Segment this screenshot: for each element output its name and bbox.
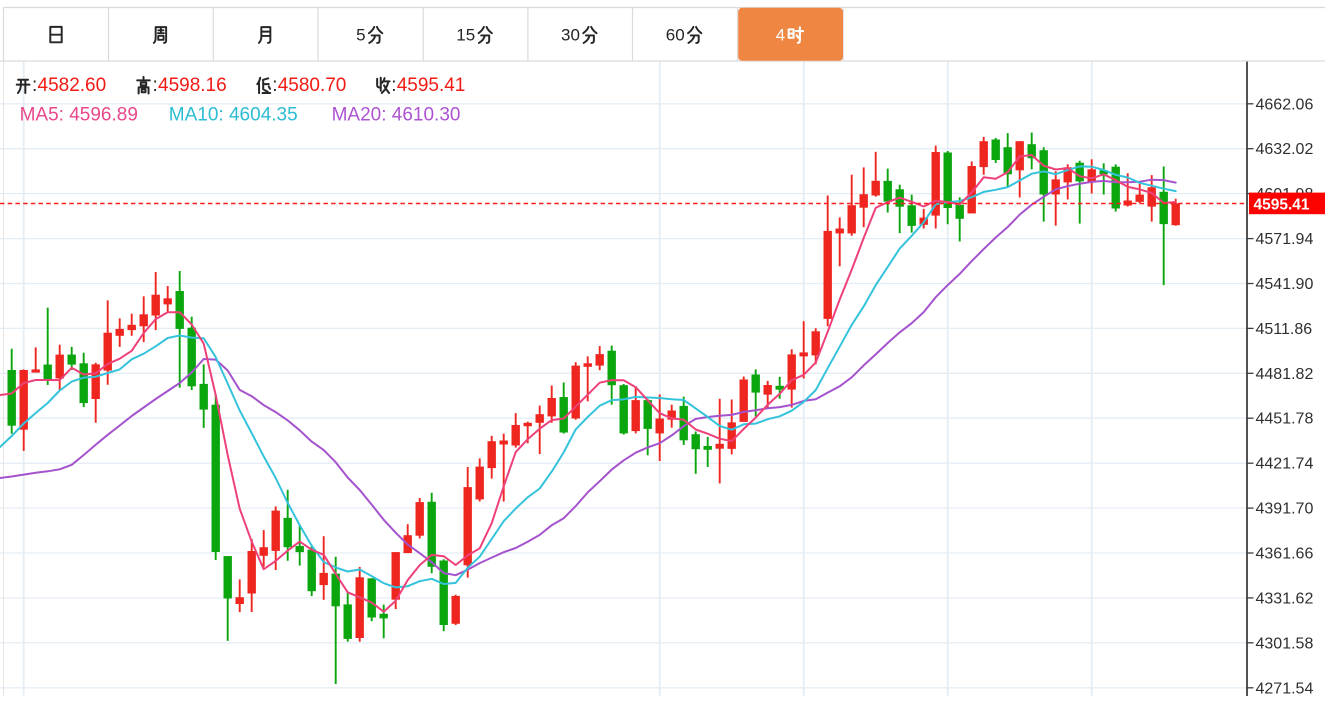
svg-text:MA5: 4596.89: MA5: 4596.89 [20, 104, 138, 125]
svg-text:60: 60 [666, 25, 685, 44]
svg-text:4511.86: 4511.86 [1256, 321, 1313, 338]
svg-text::: : [272, 75, 277, 96]
svg-text:4: 4 [776, 25, 785, 44]
svg-text:4421.74: 4421.74 [1256, 456, 1314, 473]
svg-text:4301.58: 4301.58 [1256, 635, 1314, 652]
svg-text:4451.78: 4451.78 [1256, 411, 1314, 428]
svg-text:4481.82: 4481.82 [1256, 366, 1314, 383]
svg-text::: : [391, 75, 396, 96]
svg-text:4271.54: 4271.54 [1256, 680, 1314, 696]
svg-text:4582.60: 4582.60 [38, 75, 107, 96]
svg-text:MA20: 4610.30: MA20: 4610.30 [332, 104, 461, 125]
svg-text:4541.90: 4541.90 [1256, 276, 1314, 293]
svg-text:4331.62: 4331.62 [1256, 590, 1314, 607]
svg-text:15: 15 [456, 25, 475, 44]
svg-text:MA10: 4604.35: MA10: 4604.35 [169, 104, 298, 125]
svg-text::: : [153, 75, 158, 96]
svg-text:4580.70: 4580.70 [278, 75, 347, 96]
svg-text:4595.41: 4595.41 [397, 75, 466, 96]
svg-text::: : [32, 75, 37, 96]
svg-text:30: 30 [561, 25, 580, 44]
svg-text:4595.41: 4595.41 [1254, 197, 1310, 214]
svg-text:4632.02: 4632.02 [1256, 141, 1314, 158]
svg-text:4361.66: 4361.66 [1256, 546, 1314, 563]
svg-text:4571.94: 4571.94 [1256, 231, 1314, 248]
svg-text:4598.16: 4598.16 [158, 75, 227, 96]
svg-text:5: 5 [356, 25, 365, 44]
svg-text:4662.06: 4662.06 [1256, 96, 1314, 113]
svg-text:4391.70: 4391.70 [1256, 501, 1314, 518]
